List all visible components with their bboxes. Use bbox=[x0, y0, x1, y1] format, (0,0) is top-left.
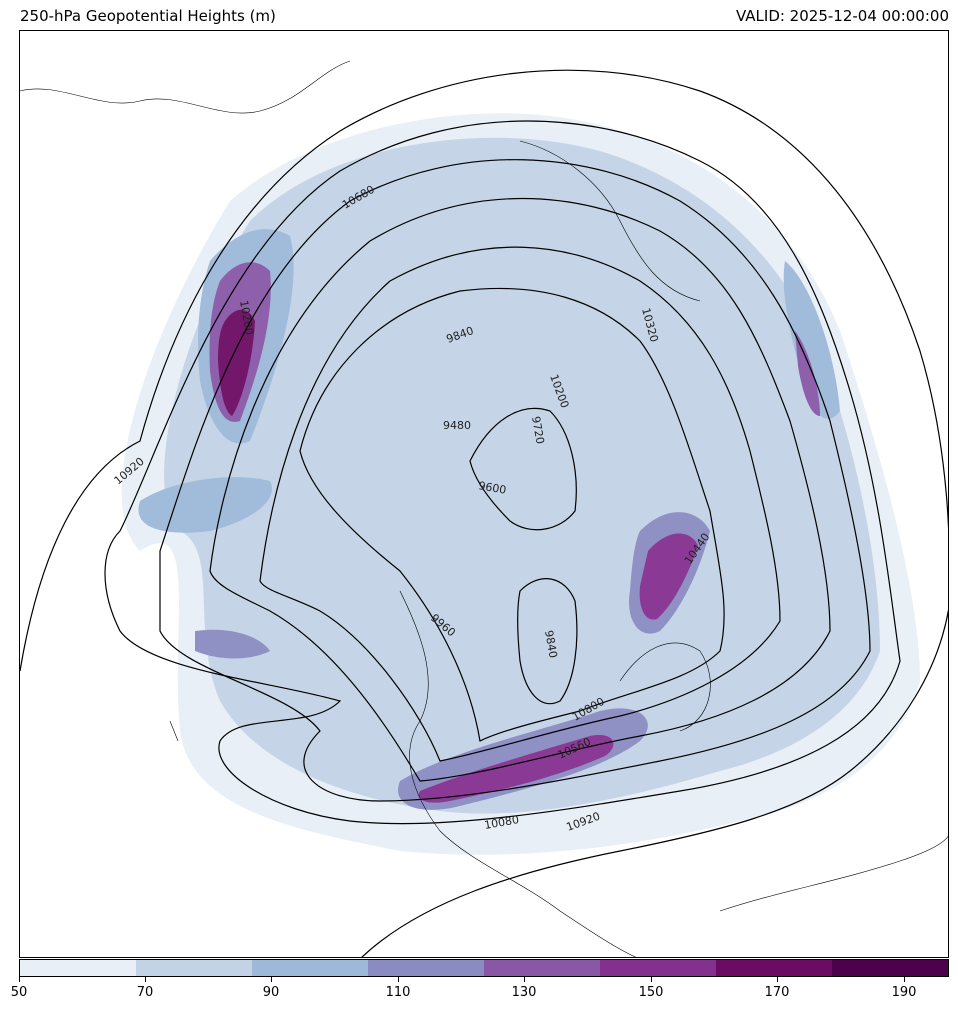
colorbar-segment bbox=[600, 960, 716, 976]
contour-label: 9480 bbox=[443, 419, 471, 432]
height-contours bbox=[20, 69, 948, 957]
colorbar-label: 90 bbox=[262, 985, 280, 1000]
colorbar-tick bbox=[145, 977, 146, 982]
colorbar-segment bbox=[832, 960, 948, 976]
colorbar-segment bbox=[20, 960, 136, 976]
coastlines bbox=[20, 60, 948, 957]
colorbar-label: 170 bbox=[764, 985, 790, 1000]
colorbar bbox=[19, 959, 949, 977]
colorbar-tick bbox=[777, 977, 778, 982]
colorbar-tick bbox=[19, 977, 20, 982]
contour-label: 9720 bbox=[529, 415, 547, 445]
colorbar-segment bbox=[716, 960, 832, 976]
valid-time: VALID: 2025-12-04 00:00:00 bbox=[735, 7, 949, 25]
map-panel: 10680 9840 9480 9720 10200 10320 9600 10… bbox=[19, 30, 949, 958]
wind-speed-shading bbox=[121, 113, 920, 855]
colorbar-segment bbox=[484, 960, 600, 976]
colorbar-label: 70 bbox=[136, 985, 154, 1000]
colorbar-tick bbox=[398, 977, 399, 982]
colorbar-label: 50 bbox=[10, 985, 28, 1000]
map-title: 250-hPa Geopotential Heights (m) bbox=[20, 7, 276, 25]
colorbar-segment bbox=[252, 960, 368, 976]
polar-map: 10680 9840 9480 9720 10200 10320 9600 10… bbox=[20, 60, 948, 957]
colorbar-tick bbox=[271, 977, 272, 982]
colorbar-tick bbox=[904, 977, 905, 982]
colorbar-tick bbox=[651, 977, 652, 982]
contour-label: 10080 bbox=[483, 813, 520, 832]
colorbar-segment bbox=[136, 960, 252, 976]
contour-label: 9840 bbox=[542, 629, 560, 659]
colorbar-label: 130 bbox=[511, 985, 537, 1000]
colorbar-label: 190 bbox=[891, 985, 917, 1000]
colorbar-tick bbox=[524, 977, 525, 982]
contour-label: 10200 bbox=[237, 299, 256, 336]
contour-label: 9600 bbox=[477, 479, 507, 497]
colorbar-label: 150 bbox=[638, 985, 664, 1000]
colorbar-segment bbox=[368, 960, 484, 976]
colorbar-label: 110 bbox=[385, 985, 411, 1000]
